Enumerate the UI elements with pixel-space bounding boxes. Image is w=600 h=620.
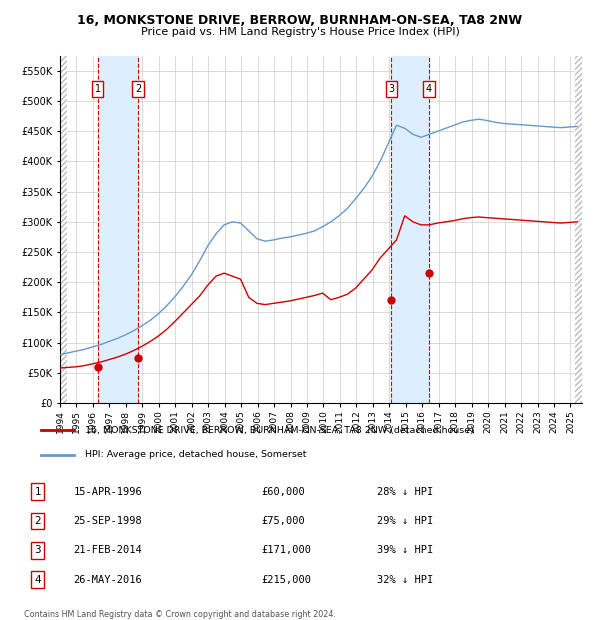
- Text: 16, MONKSTONE DRIVE, BERROW, BURNHAM-ON-SEA, TA8 2NW: 16, MONKSTONE DRIVE, BERROW, BURNHAM-ON-…: [77, 14, 523, 27]
- Text: £215,000: £215,000: [262, 575, 311, 585]
- Text: 29% ↓ HPI: 29% ↓ HPI: [377, 516, 434, 526]
- Text: Contains HM Land Registry data © Crown copyright and database right 2024.
This d: Contains HM Land Registry data © Crown c…: [24, 610, 336, 620]
- Text: 25-SEP-1998: 25-SEP-1998: [74, 516, 142, 526]
- Text: £60,000: £60,000: [262, 487, 305, 497]
- Text: 39% ↓ HPI: 39% ↓ HPI: [377, 545, 434, 556]
- Text: 15-APR-1996: 15-APR-1996: [74, 487, 142, 497]
- Text: £171,000: £171,000: [262, 545, 311, 556]
- Text: 21-FEB-2014: 21-FEB-2014: [74, 545, 142, 556]
- Text: £75,000: £75,000: [262, 516, 305, 526]
- Text: 1: 1: [95, 84, 101, 94]
- Text: 26-MAY-2016: 26-MAY-2016: [74, 575, 142, 585]
- Text: 4: 4: [426, 84, 432, 94]
- Text: 32% ↓ HPI: 32% ↓ HPI: [377, 575, 434, 585]
- Text: Price paid vs. HM Land Registry's House Price Index (HPI): Price paid vs. HM Land Registry's House …: [140, 27, 460, 37]
- Text: 1: 1: [34, 487, 41, 497]
- Text: 16, MONKSTONE DRIVE, BERROW, BURNHAM-ON-SEA, TA8 2NW (detached house): 16, MONKSTONE DRIVE, BERROW, BURNHAM-ON-…: [85, 426, 473, 435]
- Text: 28% ↓ HPI: 28% ↓ HPI: [377, 487, 434, 497]
- Text: 3: 3: [388, 84, 395, 94]
- Bar: [98, 56, 138, 403]
- Bar: [391, 56, 429, 403]
- Text: 4: 4: [34, 575, 41, 585]
- Text: HPI: Average price, detached house, Somerset: HPI: Average price, detached house, Some…: [85, 450, 306, 459]
- Text: 3: 3: [34, 545, 41, 556]
- Text: 2: 2: [34, 516, 41, 526]
- Text: 2: 2: [135, 84, 141, 94]
